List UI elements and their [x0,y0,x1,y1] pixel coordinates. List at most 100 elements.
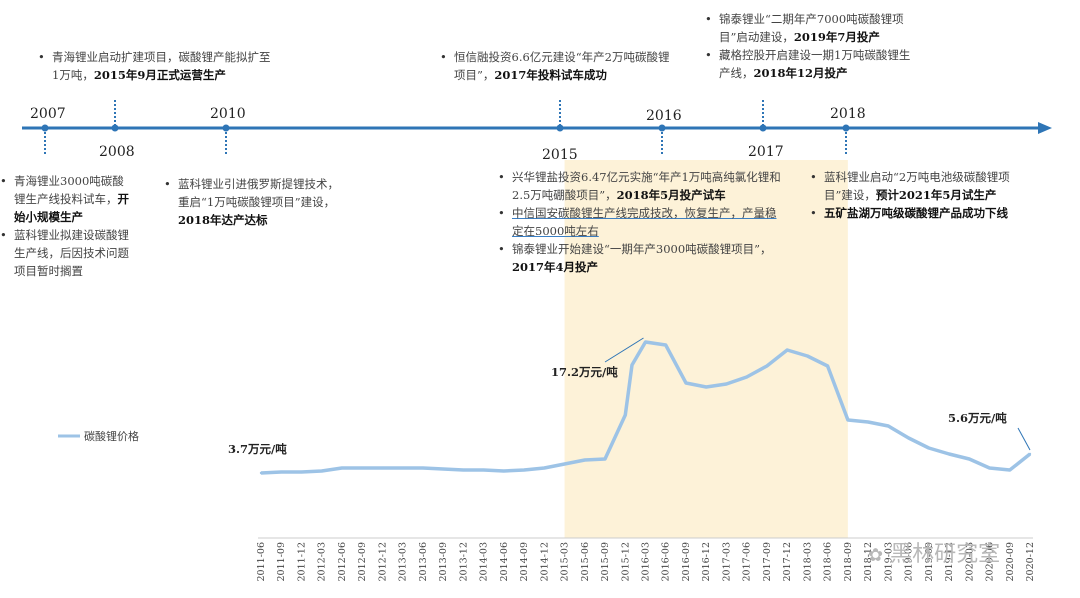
x-tick-label: 2017-09 [762,542,773,581]
price-point [988,466,991,470]
x-tick-label: 2018-03 [802,542,813,581]
x-tick-label: 2016-09 [681,542,692,581]
price-point [745,375,748,379]
price-series [259,340,1032,475]
x-tick-label: 2019-03 [883,542,894,581]
note-item: 青海锂业启动扩建项目，碳酸锂产能拟扩至1万吨，2015年9月正式运营生产 [38,48,276,84]
watermark: ✿ 黑林研究室 [868,542,1001,567]
x-tick-label: 2013-09 [438,542,449,581]
price-point [563,462,566,466]
timeline-arrow-head [1038,122,1052,134]
price-point [705,385,708,389]
price-point [320,469,323,473]
note-item: 锦泰锂业“二期年产7000吨碳酸锂项目”启动建设，2019年7月投产 [705,10,915,46]
price-point [664,343,667,347]
price-point [866,420,870,424]
price-point [630,363,634,367]
x-tick-label: 2016-12 [701,542,712,581]
price-point [826,364,829,368]
timeline-marker-dot [842,124,850,132]
year-label-2016: 2016 [646,108,682,124]
note-2008: 青海锂业启动扩建项目，碳酸锂产能拟扩至1万吨，2015年9月正式运营生产 [38,48,276,84]
price-annotations: 3.7万元/吨 17.2万元/吨 5.6万元/吨 [228,337,1031,456]
price-point [765,364,769,368]
note-item: 兴华锂盐投资6.47亿元实施“年产1万吨高纯氯化锂和2.5万吨硼酸项目”，201… [498,168,783,204]
x-tick-label: 2018-12 [863,542,874,581]
x-tick-label: 2017-12 [782,542,793,581]
x-tick-label: 2015-09 [600,542,611,581]
note-2015: 兴华锂盐投资6.47亿元实施“年产1万吨高纯氯化锂和2.5万吨硼酸项目”，201… [498,168,783,276]
price-point [502,469,506,473]
timeline-marker-dot [41,124,49,132]
year-label-2008: 2008 [99,144,135,160]
price-point [300,470,303,474]
year-label-2017: 2017 [748,144,784,160]
timeline-marker-dot [222,124,230,132]
x-tick-label: 2014-12 [539,542,550,581]
note-2010: 蓝科锂业引进俄罗斯提锂技术，重启“1万吨碳酸锂项目”建设，2018年达产达标 [164,175,344,229]
x-tick-label: 2013-06 [418,542,429,581]
price-point [846,418,850,422]
timeline-marker-dot [556,124,564,132]
price-point [583,458,586,462]
annotation-label: 5.6万元/吨 [948,411,1007,425]
x-tick-label: 2019-06 [904,542,915,581]
x-tick-label: 2012-06 [337,542,348,581]
price-point [725,382,728,386]
timeline-marker-dot [111,124,119,132]
note-item: 锦泰锂业开始建设“一期年产3000吨碳酸锂项目”，2017年4月投产 [498,240,783,276]
note-2017: 锦泰锂业“二期年产7000吨碳酸锂项目”启动建设，2019年7月投产 藏格控股开… [705,10,915,82]
price-point [907,436,910,440]
x-tick-label: 2017-06 [742,542,753,581]
x-tick-label: 2016-03 [641,542,652,581]
year-label-2007: 2007 [30,106,66,122]
price-point [887,424,890,428]
x-tick-label: 2013-03 [398,542,409,581]
x-tick-label: 2012-09 [357,542,368,581]
x-tick-label: 2014-03 [479,542,490,581]
price-point [441,467,445,471]
x-tick-label: 2011-09 [276,542,287,581]
price-point [785,348,789,352]
price-point [806,354,809,358]
x-tick-label: 2011-12 [297,542,308,581]
x-tick-label: 2013-12 [458,542,469,581]
price-point [340,466,344,470]
price-point [927,446,931,450]
price-point [968,457,971,461]
price-point [1028,452,1032,456]
price-point [381,466,384,470]
x-tick-label: 2014-09 [519,542,530,581]
note-item: 藏格控股开启建设一期1万吨碳酸锂生产线，2018年12月投产 [705,46,915,82]
x-tick-label: 2018-09 [843,542,854,581]
year-label-2018: 2018 [830,106,866,122]
year-label-2010: 2010 [210,106,246,122]
price-point [603,457,607,461]
legend-label: 碳酸锂价格 [84,429,139,443]
x-tick-label: 2020-03 [964,542,975,581]
note-item: 恒信融投资6.6亿元建设“年产2万吨碳酸锂项目”，2017年投料试车成功 [440,48,675,84]
price-point [280,470,283,474]
note-item: 中信国安碳酸锂生产线完成技改，恢复生产，产量稳定在5000吨左右 [498,204,783,240]
price-point [462,468,465,472]
price-point [401,466,404,470]
note-2007: 青海锂业3000吨碳酸锂生产线投料试车，开始小规模生产 蓝科锂业拟建设碳酸锂生产… [0,172,135,280]
annotation-leader [1017,427,1031,451]
x-tick-label: 2019-09 [924,542,935,581]
wechat-icon: ✿ [868,545,884,566]
x-tick-label: 2018-06 [823,542,834,581]
price-point [947,452,951,456]
note-2018: 蓝科锂业启动“2万吨电池级碳酸锂项目”建设，预计2021年5月试生产 五矿盐湖万… [810,168,1035,222]
x-tick-label: 2011-06 [256,542,267,581]
x-tick-label: 2012-03 [317,542,328,581]
price-point [522,468,526,472]
note-item: 五矿盐湖万吨级碳酸锂产品成功下线 [810,204,1035,222]
timeline-marker-dot [759,124,767,132]
x-axis-ticks: 2011-06 2011-09 2011-12 2012-03 2012-06 2012-… [256,537,1036,581]
annotation-label: 3.7万元/吨 [228,442,287,456]
timeline-axis [22,100,1052,156]
x-tick-label: 2019-12 [944,542,955,581]
x-tick-label: 2015-03 [560,542,571,581]
year-label-2015: 2015 [542,147,578,163]
